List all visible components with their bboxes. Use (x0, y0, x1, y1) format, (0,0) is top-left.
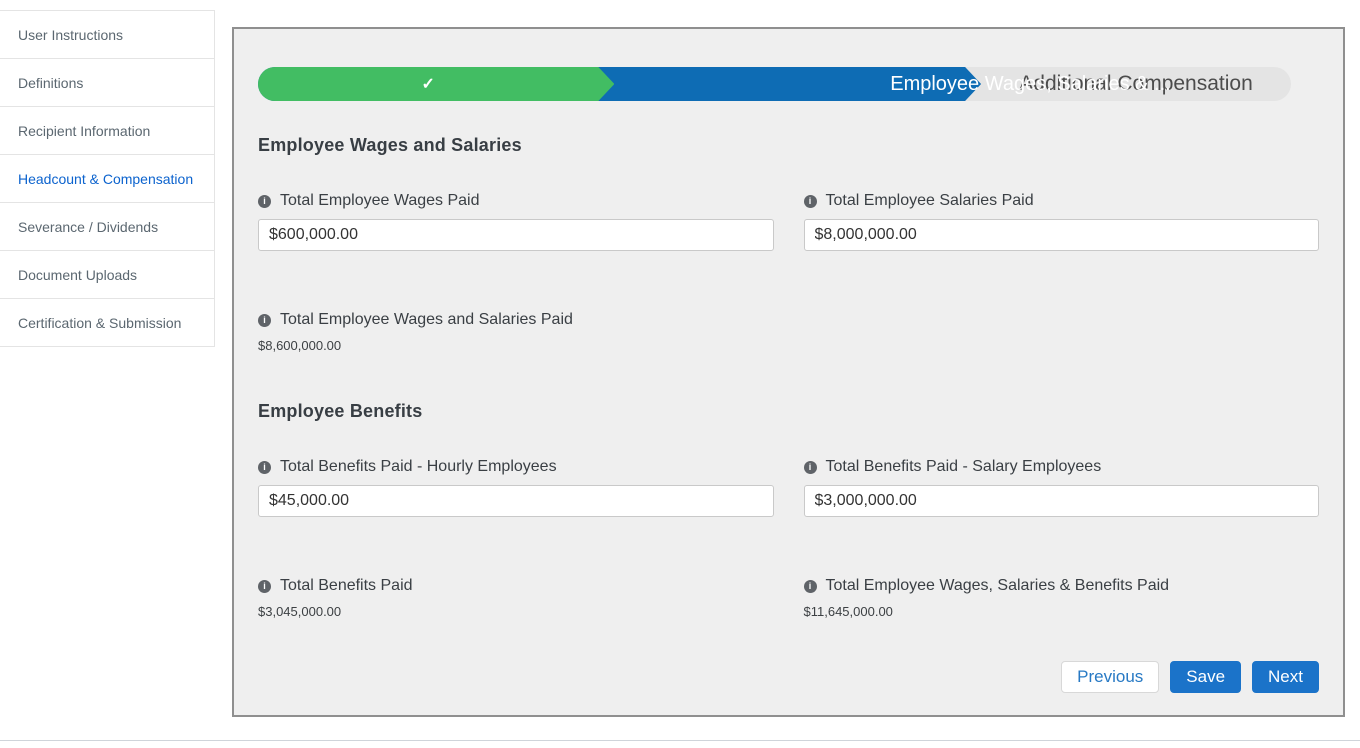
total-wages-and-salaries: i Total Employee Wages and Salaries Paid… (258, 311, 774, 353)
total-employee-salaries-label: Total Employee Salaries Paid (825, 192, 1034, 209)
total-wages-salaries-benefits-label: Total Employee Wages, Salaries & Benefit… (825, 577, 1170, 594)
info-icon: i (258, 313, 271, 327)
action-buttons: Previous Save Next (258, 661, 1319, 693)
sidebar-item-definitions[interactable]: Definitions (0, 59, 214, 107)
benefits-hourly-input[interactable] (258, 485, 774, 517)
benefits-totals: i Total Benefits Paid $3,045,000.00 i To… (258, 577, 1319, 619)
total-benefits-paid-label: Total Benefits Paid (280, 577, 413, 594)
sidebar-item-headcount-compensation[interactable]: Headcount & Compensation (0, 155, 214, 203)
sidebar-item-document-uploads[interactable]: Document Uploads (0, 251, 214, 299)
next-button[interactable]: Next (1252, 661, 1319, 693)
section-title-benefits: Employee Benefits (258, 401, 423, 421)
info-icon: i (258, 579, 271, 593)
wizard-step-upcoming[interactable]: Additional Compensation (981, 67, 1291, 101)
sidebar-item-recipient-information[interactable]: Recipient Information (0, 107, 214, 155)
total-employee-wages-label: Total Employee Wages Paid (280, 192, 480, 209)
info-icon: i (803, 194, 817, 208)
benefits-hourly-label: Total Benefits Paid - Hourly Employees (280, 458, 557, 475)
wizard-step-completed[interactable]: ✓ (258, 67, 614, 101)
wages-fields: i Total Employee Wages Paid i Total Empl… (258, 192, 1319, 251)
benefits-fields: i Total Benefits Paid - Hourly Employees… (258, 458, 1319, 517)
save-button[interactable]: Save (1170, 661, 1242, 693)
wages-totals: i Total Employee Wages and Salaries Paid… (258, 311, 1319, 353)
previous-button[interactable]: Previous (1061, 661, 1160, 693)
total-wages-salaries-benefits: i Total Employee Wages, Salaries & Benef… (803, 577, 1320, 619)
benefits-salary-input[interactable] (803, 485, 1319, 517)
total-benefits-paid-value: $3,045,000.00 (258, 604, 342, 619)
check-icon: ✓ (421, 76, 435, 93)
page-bottom-divider (0, 740, 1360, 741)
sidebar-item-severance-dividends[interactable]: Severance / Dividends (0, 203, 214, 251)
field-benefits-hourly: i Total Benefits Paid - Hourly Employees (258, 458, 774, 517)
info-icon: i (258, 194, 271, 208)
wizard-step-upcoming-label: Additional Compensation (1019, 72, 1253, 95)
total-employee-wages-input[interactable] (258, 219, 774, 251)
benefits-salary-label: Total Benefits Paid - Salary Employees (825, 458, 1102, 475)
wizard-step-current-label: Employee Wages, Salaries & ... (890, 72, 1171, 95)
field-total-employee-wages: i Total Employee Wages Paid (258, 192, 774, 251)
total-benefits-paid: i Total Benefits Paid $3,045,000.00 (258, 577, 774, 619)
wizard-progress: ✓ Additional Compensation Employee Wages… (258, 67, 1291, 101)
total-wages-and-salaries-value: $8,600,000.00 (258, 338, 342, 353)
info-icon: i (803, 460, 817, 474)
info-icon: i (803, 579, 817, 593)
field-benefits-salary: i Total Benefits Paid - Salary Employees (803, 458, 1319, 517)
sidebar-item-user-instructions[interactable]: User Instructions (0, 11, 214, 59)
info-icon: i (258, 460, 271, 474)
section-title-wages: Employee Wages and Salaries (258, 135, 522, 155)
total-wages-and-salaries-label: Total Employee Wages and Salaries Paid (280, 311, 573, 328)
field-total-employee-salaries: i Total Employee Salaries Paid (803, 192, 1319, 251)
total-employee-salaries-input[interactable] (803, 219, 1319, 251)
sidebar-item-certification-submission[interactable]: Certification & Submission (0, 299, 214, 347)
main-panel: ✓ Additional Compensation Employee Wages… (232, 27, 1345, 717)
total-wages-salaries-benefits-value: $11,645,000.00 (803, 604, 893, 619)
sidebar: User Instructions Definitions Recipient … (0, 10, 215, 347)
